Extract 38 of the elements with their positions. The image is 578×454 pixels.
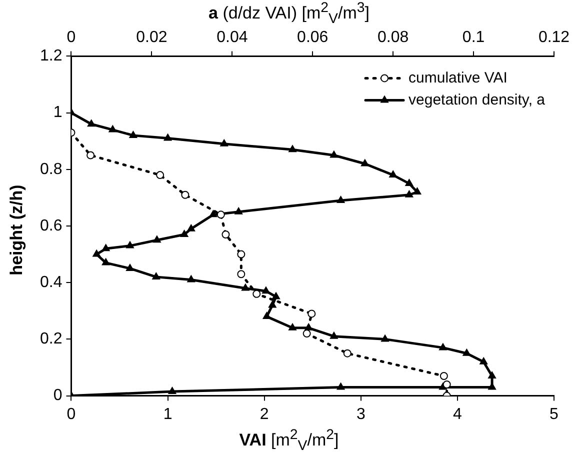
x2-tick-label: 0.04 (216, 29, 248, 46)
point (440, 372, 448, 380)
point (86, 151, 95, 160)
point (181, 190, 190, 199)
point (222, 230, 230, 238)
y-tick-label: 0 (53, 387, 62, 404)
x-tick-label: 3 (356, 406, 366, 423)
x2-tick-label: 0.08 (378, 29, 409, 46)
point (237, 270, 246, 278)
x2-tick-label: 0.12 (538, 29, 570, 46)
y-tick-label: 1 (53, 104, 62, 122)
x2-tick-label: 0.06 (297, 29, 328, 46)
x-tick-label: 0 (66, 406, 76, 423)
x-tick-label: 4 (452, 406, 462, 423)
point (237, 250, 246, 258)
point (308, 310, 316, 318)
x2-tick-label: 0.02 (136, 29, 168, 46)
point (252, 290, 261, 298)
point (302, 330, 311, 338)
x-tick-label: 2 (260, 406, 269, 423)
x2-tick-label: 0.1 (462, 29, 485, 46)
y-tick-label: 0.6 (40, 217, 62, 234)
point (343, 349, 352, 358)
y-tick-label: 0.2 (40, 330, 62, 348)
point (442, 380, 451, 388)
point (156, 171, 164, 180)
legend-label: cumulative VAI (408, 69, 508, 86)
x-tick-label: 5 (550, 406, 559, 423)
y-tick-label: 0.4 (40, 274, 62, 292)
point (216, 210, 225, 219)
x-tick-label: 1 (163, 406, 172, 423)
legend-label: vegetation density, a (408, 91, 546, 108)
x2-axis-title: a (d/dz VAI) [m$^{2}$$_{V}$/m$^{3}$] (208, 0, 370, 28)
x-axis-title: VAI [m$^{2}$$_{V}$/m$^{2}$] (238, 426, 340, 454)
y-tick-label: 0.8 (40, 160, 62, 178)
x2-tick-label: 0 (66, 29, 76, 46)
y-axis-title: height (z/h) (7, 184, 27, 278)
y-tick-label: 1.2 (40, 48, 62, 65)
